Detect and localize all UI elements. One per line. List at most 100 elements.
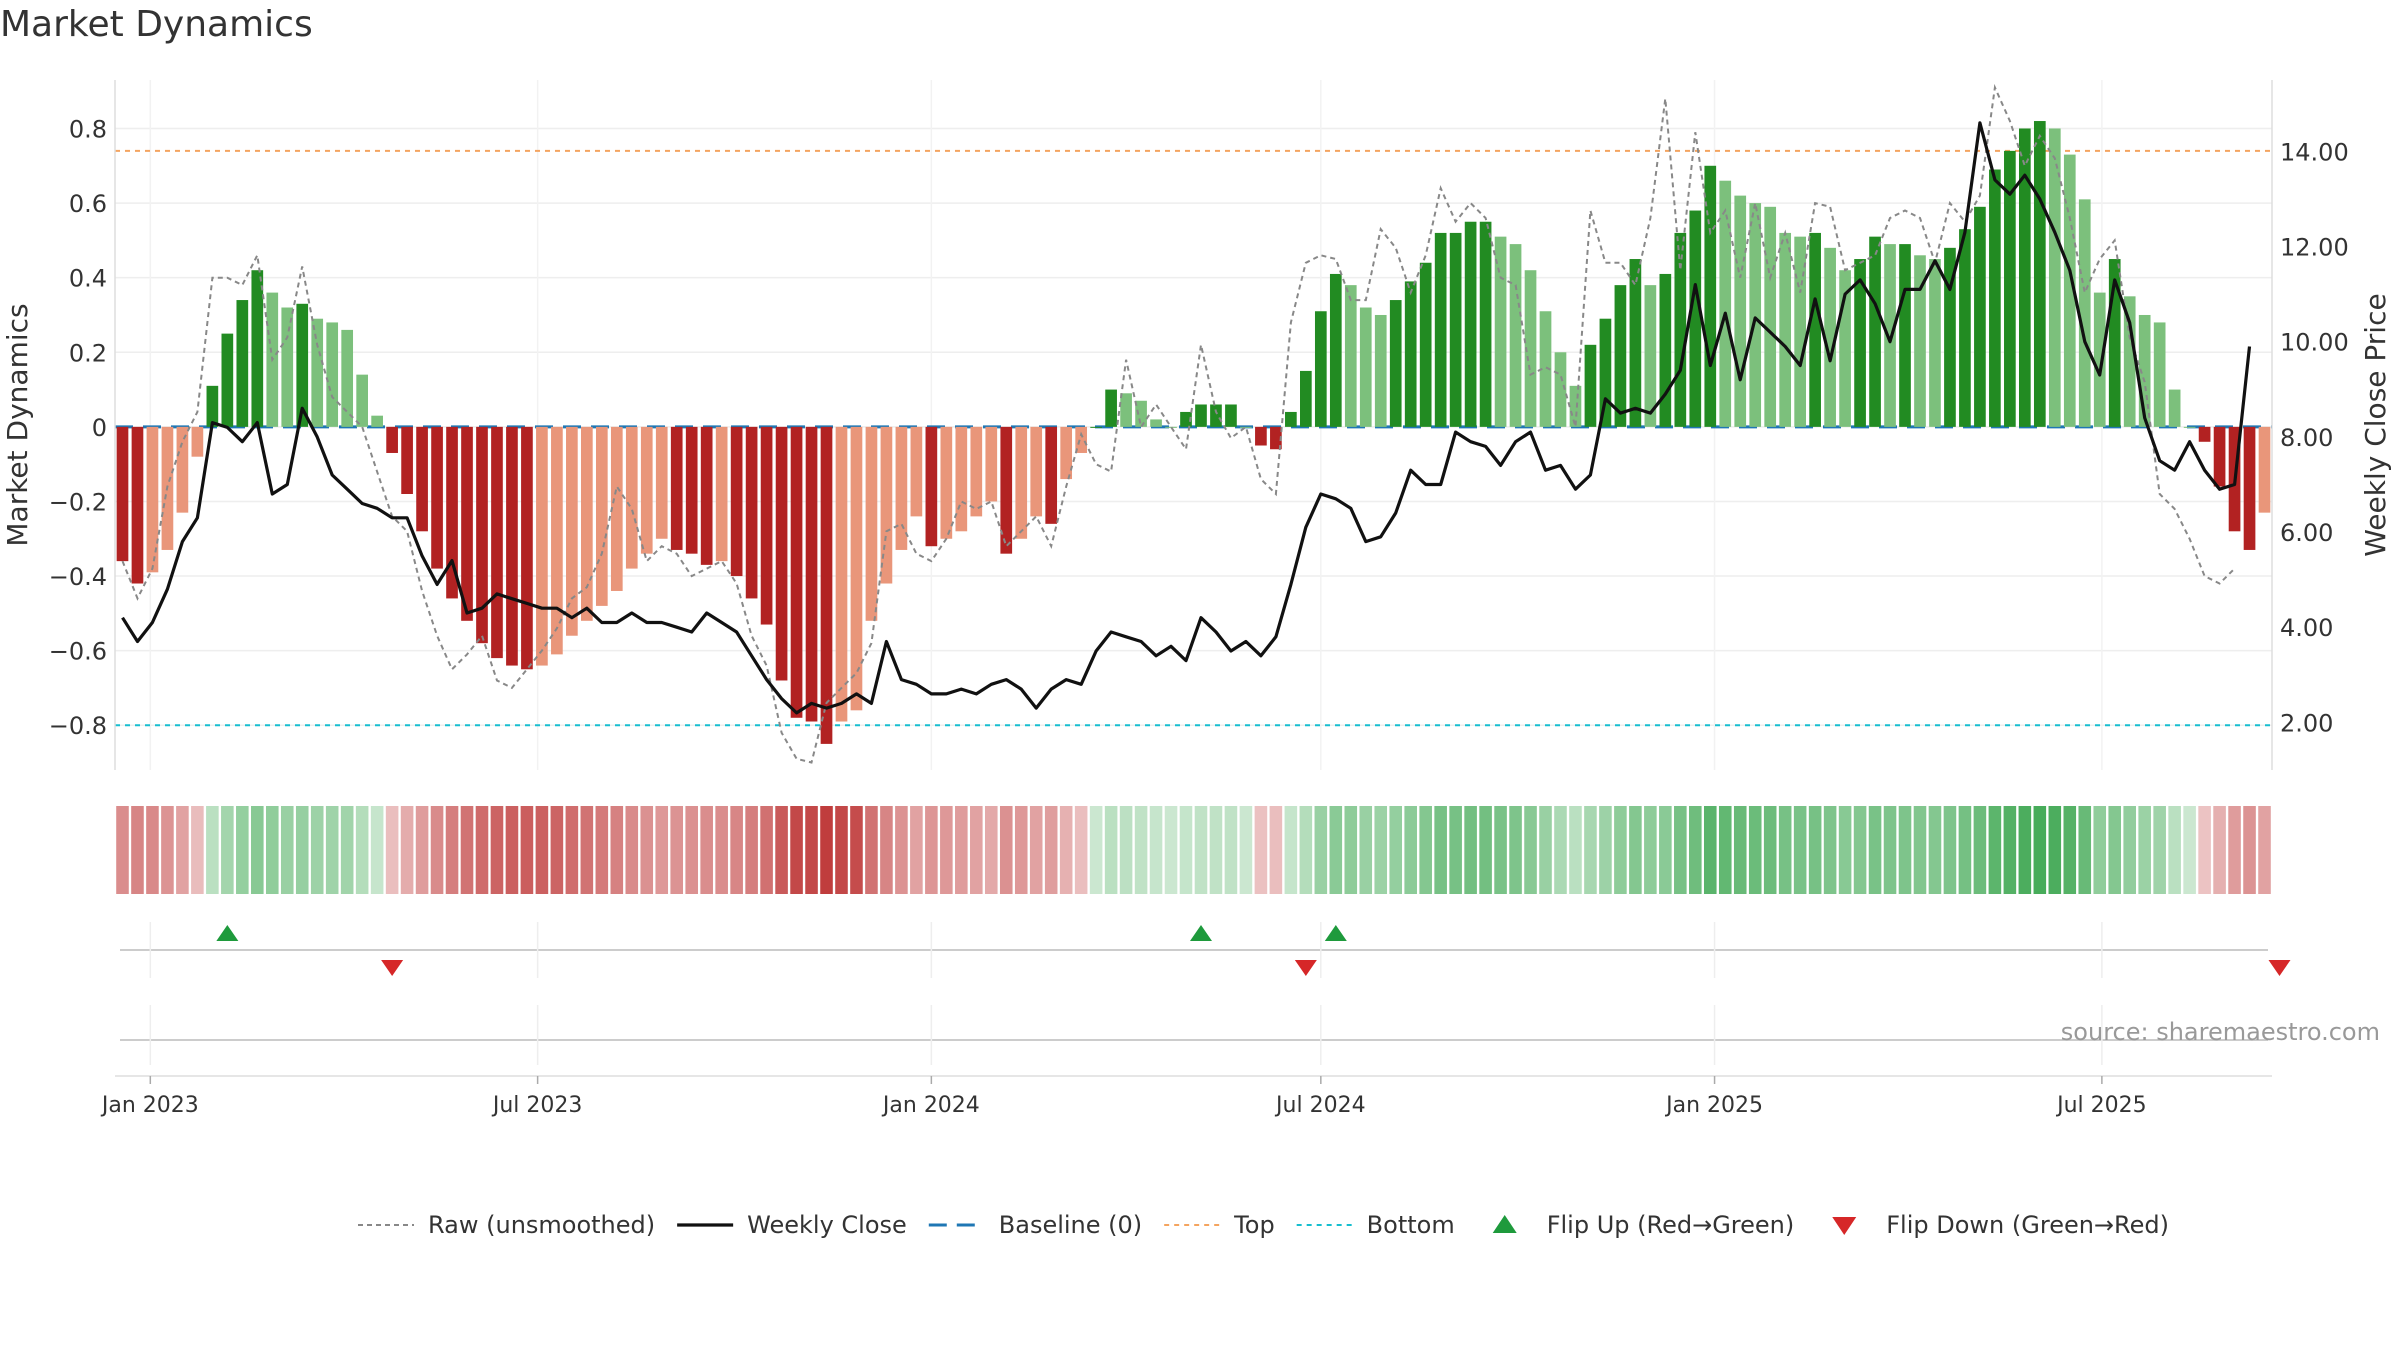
strip-cell bbox=[1374, 806, 1388, 894]
strip-cell bbox=[1988, 806, 2002, 894]
md-bar bbox=[1150, 419, 1162, 427]
strip-cell bbox=[610, 806, 624, 894]
strip-cell bbox=[1913, 806, 1927, 894]
md-bar bbox=[1494, 236, 1507, 427]
x-tick-label: Jan 2023 bbox=[100, 1093, 199, 1118]
md-bar bbox=[1974, 206, 1986, 427]
md-bar bbox=[1434, 232, 1447, 427]
strip-cell bbox=[295, 806, 309, 894]
md-bar bbox=[2258, 426, 2271, 513]
strip-cell bbox=[925, 806, 938, 894]
reference-lines bbox=[115, 149, 2272, 727]
y-right-tick-label: 4.00 bbox=[2280, 614, 2333, 642]
strip-cell bbox=[1778, 806, 1792, 894]
md-bar bbox=[1120, 393, 1132, 427]
md-bar bbox=[1344, 285, 1357, 427]
strip-cell bbox=[1539, 806, 1552, 894]
md-bar bbox=[970, 426, 983, 517]
legend-label: Raw (unsmoothed) bbox=[428, 1211, 655, 1239]
strip-cell bbox=[1059, 806, 1073, 894]
md-bar bbox=[116, 426, 129, 562]
flip-down-marker bbox=[2268, 960, 2291, 976]
flip-up-marker bbox=[1189, 925, 1212, 941]
strip-cell bbox=[1569, 806, 1582, 894]
md-bar bbox=[1329, 273, 1342, 427]
md-bar bbox=[2004, 150, 2016, 427]
md-bar bbox=[2168, 389, 2181, 427]
md-bar bbox=[955, 426, 968, 532]
strip-cell bbox=[685, 806, 698, 894]
strip-cell bbox=[880, 806, 893, 894]
flip-down-marker bbox=[381, 960, 404, 976]
y-left-tick-label: 0.6 bbox=[69, 190, 107, 218]
strip-cell bbox=[1029, 806, 1043, 894]
md-bar bbox=[1704, 165, 1717, 427]
md-bar bbox=[1869, 236, 1881, 427]
strip-cell bbox=[1524, 806, 1537, 894]
md-bar bbox=[506, 426, 518, 666]
md-bar bbox=[386, 426, 398, 453]
strip-cell bbox=[2168, 806, 2181, 894]
md-bar bbox=[371, 415, 383, 427]
md-bar bbox=[206, 385, 219, 427]
md-bar bbox=[311, 318, 324, 427]
strip-cell bbox=[1958, 806, 1972, 894]
strip-cell bbox=[520, 806, 534, 894]
strip-cell bbox=[745, 806, 758, 894]
strip-cell bbox=[1404, 806, 1417, 894]
legend-label: Flip Up (Red→Green) bbox=[1547, 1211, 1795, 1239]
strip-cell bbox=[176, 806, 189, 894]
strip-cell bbox=[2018, 806, 2032, 894]
md-bar bbox=[2123, 296, 2136, 427]
legend-label: Bottom bbox=[1367, 1211, 1455, 1239]
md-bar bbox=[1554, 352, 1567, 427]
md-bar bbox=[251, 270, 264, 427]
md-bar bbox=[1105, 389, 1117, 427]
strip-cell bbox=[2258, 806, 2271, 894]
md-bar bbox=[1225, 404, 1237, 427]
strip-cell bbox=[2093, 806, 2107, 894]
y-left-tick-label: 0.2 bbox=[69, 339, 107, 367]
md-bar bbox=[1584, 344, 1597, 427]
md-bar bbox=[2153, 322, 2166, 427]
strip-cell bbox=[955, 806, 968, 894]
strip-cell bbox=[1494, 806, 1507, 894]
strip-cell bbox=[640, 806, 654, 894]
strip-cell bbox=[1718, 806, 1732, 894]
legend-swatch bbox=[1492, 1215, 1517, 1233]
strip-cell bbox=[850, 806, 863, 894]
strip-cell bbox=[1269, 806, 1283, 894]
legend-label: Top bbox=[1233, 1211, 1275, 1239]
md-bar bbox=[1374, 314, 1387, 427]
strip-cell bbox=[1808, 806, 1822, 894]
strip-cell bbox=[1389, 806, 1403, 894]
strip-cell bbox=[490, 806, 504, 894]
md-bar bbox=[2048, 128, 2061, 427]
legend-item: Weekly Close bbox=[677, 1211, 907, 1239]
md-bar bbox=[820, 426, 833, 744]
strip-cell bbox=[865, 806, 878, 894]
md-bar bbox=[1539, 311, 1552, 427]
strip-cell bbox=[131, 806, 144, 894]
md-bar bbox=[2183, 426, 2196, 428]
strip-cell bbox=[580, 806, 594, 894]
strip-cell bbox=[2063, 806, 2077, 894]
strip-cell bbox=[505, 806, 519, 894]
strip-cell bbox=[1644, 806, 1657, 894]
legend-item: Flip Up (Red→Green) bbox=[1492, 1211, 1795, 1239]
md-bar bbox=[1794, 236, 1806, 427]
md-bar bbox=[1779, 232, 1792, 427]
md-bar bbox=[1210, 404, 1222, 427]
md-bar bbox=[1270, 426, 1282, 450]
md-bar bbox=[2063, 154, 2076, 427]
strip-cell bbox=[1434, 806, 1447, 894]
y-right-tick-label: 2.00 bbox=[2280, 709, 2333, 737]
strip-cell bbox=[310, 806, 324, 894]
md-bar bbox=[1899, 244, 1911, 427]
strip-cell bbox=[460, 806, 474, 894]
strip-cell bbox=[1224, 806, 1238, 894]
strip-cell bbox=[206, 806, 219, 894]
y-left-tick-label: −0.6 bbox=[49, 638, 107, 666]
y-right-tick-label: 10.00 bbox=[2280, 329, 2349, 357]
